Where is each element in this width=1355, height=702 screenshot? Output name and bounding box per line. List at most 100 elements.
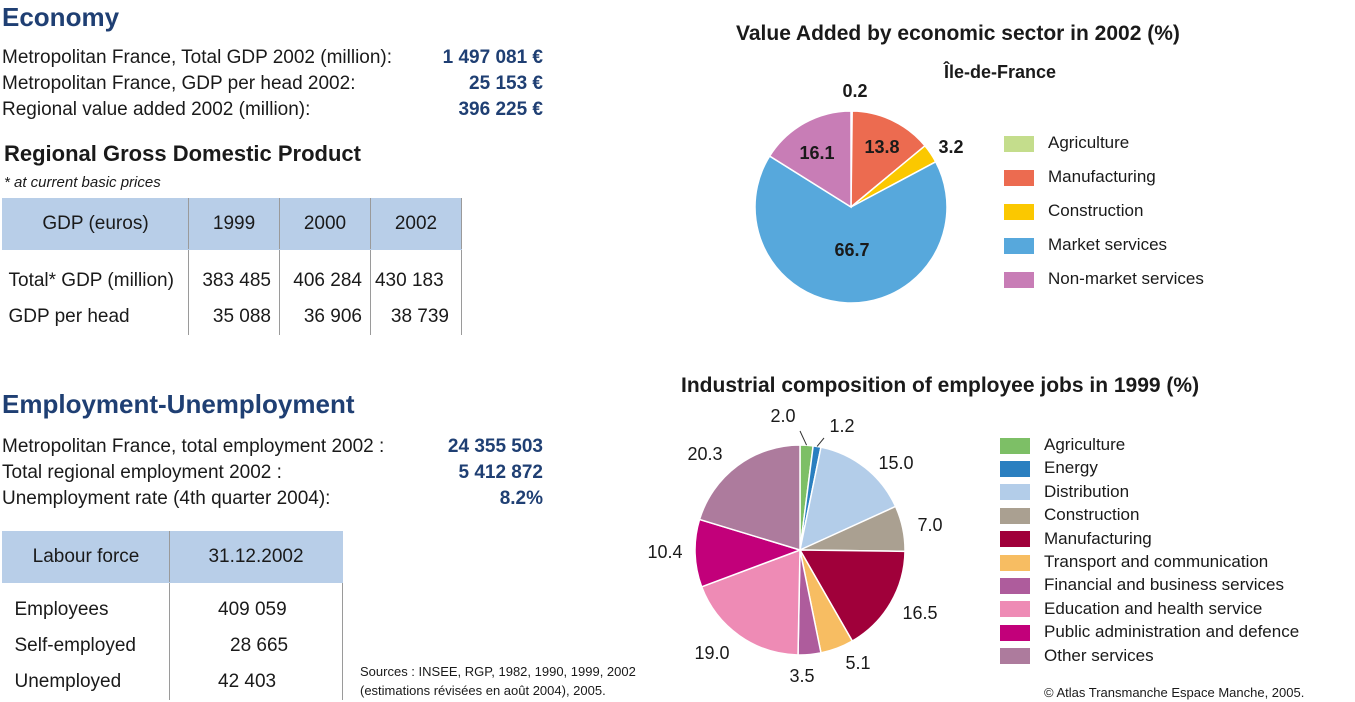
- legend-item: Transport and communication: [1000, 552, 1268, 572]
- legend-swatch: [1004, 135, 1034, 152]
- legend-label: Energy: [1044, 458, 1098, 478]
- pie-slice-market-services: [754, 155, 948, 304]
- pie-data-label: 3.5: [789, 666, 814, 686]
- chart2-title: Industrial composition of employee jobs …: [681, 374, 1200, 397]
- legend-label: Market services: [1048, 235, 1168, 254]
- pie-data-label: 1.2: [829, 416, 854, 436]
- legend-item: Manufacturing: [1000, 529, 1152, 549]
- legend-item: Non-market services: [1004, 269, 1204, 289]
- legend-swatch: [1000, 554, 1030, 571]
- sources-line: Sources : INSEE, RGP, 1982, 1990, 1999, …: [360, 664, 636, 679]
- pie-data-label: 16.5: [902, 603, 937, 623]
- labour-header-cell: Labour force: [2, 531, 170, 583]
- legend-item: Energy: [1000, 458, 1098, 478]
- gdp-title: Regional Gross Domestic Product: [4, 141, 361, 166]
- labour-row-label: Employees: [2, 582, 170, 628]
- legend-item: Market services: [1004, 235, 1167, 255]
- gdp-row-label: GDP per head: [2, 299, 190, 335]
- pie-data-label: 20.3: [687, 444, 722, 464]
- legend-item: Manufacturing: [1004, 167, 1156, 187]
- legend-item: Public administration and defence: [1000, 622, 1299, 642]
- legend-label: Agriculture: [1044, 435, 1126, 454]
- legend-label: Financial and business services: [1044, 575, 1285, 595]
- gdp-header-cell: GDP (euros): [1, 198, 190, 250]
- gdp-header-row: GDP (euros) 1999 2000 2002: [1, 198, 463, 250]
- gdp-row-label: Total* GDP (million): [2, 249, 190, 299]
- employment-title: Employment-Unemployment: [2, 389, 355, 419]
- labour-header-cell: 31.12.2002: [169, 531, 343, 583]
- employment-row-label: Unemployment rate (4th quarter 2004):: [2, 488, 331, 509]
- pie-data-label: 66.7: [834, 240, 869, 260]
- pie-slice-education-and-health-service: [700, 548, 801, 656]
- labour-cell: 409 059: [218, 599, 287, 620]
- economy-row-label: Regional value added 2002 (million):: [2, 99, 311, 120]
- pie-leader-line: [799, 430, 808, 446]
- employment-row-label: Total regional employment 2002 :: [2, 462, 282, 483]
- pie-slice-other-services: [698, 444, 801, 552]
- gdp-cell: 38 739: [370, 299, 463, 335]
- gdp-cell: 36 906: [279, 299, 371, 335]
- pie-data-label: 0.2: [842, 81, 867, 101]
- pie-data-label: 16.1: [799, 143, 834, 163]
- legend-swatch: [1000, 601, 1030, 618]
- legend-item: Agriculture: [1000, 435, 1125, 455]
- legend-label: Construction: [1044, 505, 1140, 525]
- employment-row-label: Metropolitan France, total employment 20…: [2, 436, 385, 457]
- pie-slice-public-administration-and-defence: [694, 518, 803, 588]
- gdp-header-cell: 2000: [279, 198, 371, 250]
- table-row: GDP per head 35 088 36 906 38 739: [2, 299, 463, 335]
- economy-row-value: 396 225 €: [458, 99, 543, 120]
- legend-swatch: [1004, 203, 1034, 220]
- legend-swatch: [1000, 507, 1030, 524]
- gdp-note: * at current basic prices: [4, 174, 161, 191]
- legend-item: Financial and business services: [1000, 575, 1284, 595]
- pie-slice-distribution: [798, 446, 897, 552]
- legend-swatch: [1004, 237, 1034, 254]
- legend-item: Education and health service: [1000, 599, 1262, 619]
- legend-swatch: [1004, 271, 1034, 288]
- legend-label: Education and health service: [1044, 598, 1263, 618]
- pie-data-label: 2.0: [770, 406, 795, 426]
- pie-data-label: 7.0: [917, 515, 942, 535]
- gdp-table: GDP (euros) 1999 2000 2002 Total* GDP (m…: [1, 198, 463, 335]
- legend-item: Other services: [1000, 646, 1154, 666]
- legend-item: Distribution: [1000, 482, 1129, 502]
- gdp-cell: 430 183: [370, 249, 463, 299]
- table-row: Unemployed 42 403: [2, 664, 343, 700]
- pie-data-label: 19.0: [694, 643, 729, 663]
- labour-cell: 42 403: [218, 671, 277, 692]
- legend-swatch: [1000, 577, 1030, 594]
- legend-label: Public administration and defence: [1044, 622, 1300, 642]
- labour-cell: 28 665: [230, 635, 289, 656]
- labour-row-label: Self-employed: [2, 628, 170, 664]
- legend-label: Distribution: [1044, 481, 1130, 501]
- employment-row-value: 24 355 503: [447, 436, 543, 457]
- economy-row-value: 1 497 081 €: [442, 47, 543, 68]
- gdp-cell: 406 284: [279, 249, 371, 299]
- legend-label: Other services: [1044, 645, 1154, 665]
- legend-label: Agriculture: [1048, 133, 1130, 152]
- legend-swatch: [1000, 460, 1030, 477]
- chart1-title: Value Added by economic sector in 2002 (…: [736, 22, 1180, 45]
- gdp-header-cell: 1999: [188, 198, 280, 250]
- legend-swatch: [1004, 169, 1034, 186]
- legend-item: Agriculture: [1004, 133, 1129, 153]
- pie-data-label: 15.0: [878, 453, 913, 473]
- pie-slice-manufacturing: [850, 110, 927, 209]
- legend-item: Construction: [1004, 201, 1143, 221]
- gdp-cell: 383 485: [188, 249, 280, 299]
- pie-slice-non-market-services: [768, 110, 852, 209]
- legend-swatch: [1000, 624, 1030, 641]
- legend-label: Non-market services: [1048, 269, 1204, 288]
- legend-label: Manufacturing: [1044, 528, 1152, 548]
- table-row: Employees 409 059: [2, 582, 343, 628]
- legend-label: Construction: [1048, 201, 1144, 220]
- labour-table: Labour force 31.12.2002 Employees 409 05…: [2, 531, 343, 700]
- gdp-cell: 35 088: [188, 299, 280, 335]
- pie-data-label: 13.8: [864, 137, 899, 157]
- legend-swatch: [1000, 531, 1030, 548]
- legend-swatch: [1000, 484, 1030, 501]
- employment-row-value: 8.2%: [499, 488, 543, 509]
